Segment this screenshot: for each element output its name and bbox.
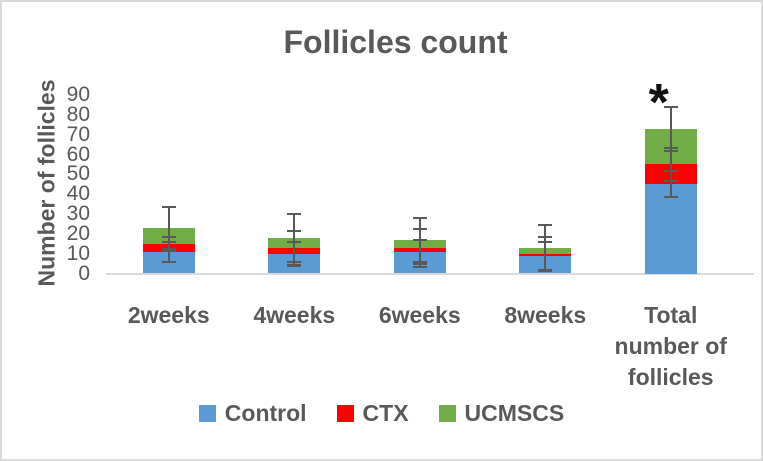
y-tick-label: 90 bbox=[66, 83, 90, 106]
error-bar-cap bbox=[161, 247, 176, 250]
x-axis-category-label: Total number of follicles bbox=[614, 301, 727, 390]
error-bar-cap bbox=[161, 260, 176, 263]
error-bar-cap bbox=[161, 249, 176, 252]
error-bar-line bbox=[669, 106, 672, 151]
legend-item-ctx: CTX bbox=[336, 400, 409, 427]
error-bar-cap bbox=[538, 223, 553, 226]
error-bar-line bbox=[669, 147, 672, 182]
y-tick-label: 60 bbox=[66, 142, 90, 166]
x-axis-category-label: 6weeks bbox=[378, 301, 461, 328]
y-tick-label: 10 bbox=[66, 241, 90, 265]
y-tick-label: 40 bbox=[66, 182, 90, 206]
error-bar-cap bbox=[663, 105, 678, 108]
error-bar-line bbox=[418, 217, 421, 262]
y-tick-label: 70 bbox=[66, 122, 90, 146]
error-bar-cap bbox=[287, 263, 302, 266]
error-bar-line bbox=[167, 207, 170, 249]
y-tick-label: 80 bbox=[66, 102, 90, 126]
y-tick-label: 30 bbox=[66, 202, 90, 225]
error-bar-cap bbox=[412, 265, 427, 268]
legend-swatch-ctx bbox=[336, 405, 354, 422]
error-bar-cap bbox=[287, 264, 302, 267]
legend-label: UCMSCS bbox=[464, 400, 565, 426]
error-bar-line bbox=[293, 214, 296, 262]
x-axis-category-label: 2weeks bbox=[127, 301, 210, 328]
legend-label: CTX bbox=[362, 400, 409, 426]
error-bar-cap bbox=[538, 269, 553, 272]
legend-item-control: Control bbox=[198, 400, 307, 427]
x-axis-line bbox=[106, 272, 754, 275]
error-bar-cap bbox=[287, 260, 302, 263]
significance-asterisk: * bbox=[648, 73, 669, 132]
error-bar-cap bbox=[663, 196, 678, 199]
error-bar-cap bbox=[412, 260, 427, 263]
error-bar-cap bbox=[663, 180, 678, 183]
legend-swatch-ucmscs bbox=[438, 405, 456, 422]
y-tick-label: 20 bbox=[66, 221, 90, 245]
bar-segment-control bbox=[644, 184, 697, 274]
x-axis-category-label: 8weeks bbox=[504, 301, 587, 328]
error-bar-cap bbox=[663, 149, 678, 152]
legend: Control CTX UCMSCS bbox=[2, 400, 761, 427]
error-bar-line bbox=[544, 224, 547, 271]
legend-swatch-control bbox=[198, 405, 216, 422]
error-bar-cap bbox=[287, 213, 302, 215]
chart-title: Follicles count bbox=[283, 24, 508, 60]
y-tick-label: 0 bbox=[78, 261, 90, 285]
error-bar-cap bbox=[412, 216, 427, 219]
y-tick-label: 50 bbox=[66, 162, 90, 186]
x-axis-category-label: 4weeks bbox=[253, 301, 336, 328]
error-bar-line bbox=[669, 171, 672, 198]
legend-item-ucmscs: UCMSCS bbox=[438, 400, 565, 427]
legend-label: Control bbox=[224, 400, 307, 426]
error-bar-cap bbox=[161, 206, 176, 209]
